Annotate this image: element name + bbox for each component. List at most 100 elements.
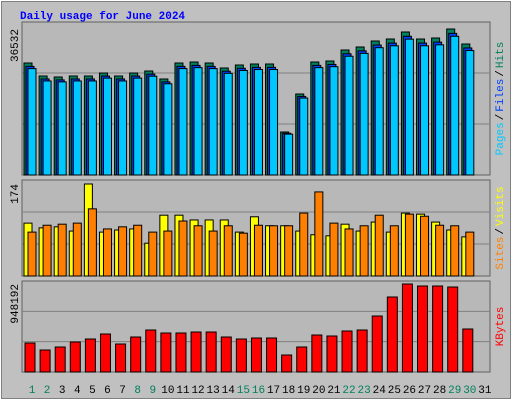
bar [465, 231, 475, 277]
x-tick-label: 6 [104, 385, 111, 397]
bar [284, 133, 294, 176]
x-tick-label: 8 [134, 385, 141, 397]
legend-separator: / [495, 114, 507, 121]
bar [57, 223, 67, 277]
bar [435, 44, 445, 176]
x-tick-label: 17 [267, 385, 280, 397]
bar [435, 224, 445, 277]
bar [27, 231, 37, 277]
bar [178, 220, 188, 277]
bar [269, 225, 279, 277]
legend-entry: Hits [495, 42, 507, 68]
bar [341, 330, 353, 373]
x-tick-label: 27 [418, 385, 431, 397]
bar [462, 328, 474, 373]
bar [420, 45, 430, 176]
bar [193, 225, 203, 277]
legend-entry: Visits [495, 186, 507, 226]
bar [175, 332, 187, 373]
x-tick-label: 31 [478, 385, 492, 397]
x-tick-label: 21 [327, 385, 341, 397]
bar [238, 232, 248, 277]
x-tick-label: 22 [342, 385, 355, 397]
bar [329, 222, 339, 277]
bar [102, 77, 112, 176]
legend-entry: Files [495, 79, 507, 112]
bar [465, 50, 475, 176]
bar [253, 224, 263, 277]
x-tick-label: 15 [237, 385, 250, 397]
chart-title: Daily usage for June 2024 [20, 11, 185, 23]
x-tick-label: 3 [59, 385, 66, 397]
bar [148, 231, 158, 277]
bar [389, 225, 399, 277]
legend: Sites / Visits [495, 186, 507, 269]
bar [57, 81, 67, 176]
legend-entry: KBytes [495, 307, 507, 347]
bar [417, 285, 429, 373]
bar [253, 69, 263, 176]
x-tick-label: 1 [29, 385, 36, 397]
bar [314, 67, 324, 176]
bar [356, 329, 368, 373]
x-tick-label: 9 [149, 385, 156, 397]
bar [145, 329, 157, 373]
legend-separator: / [495, 228, 507, 235]
bar [208, 230, 218, 277]
bar [27, 68, 37, 176]
bar [130, 336, 142, 373]
bar [432, 285, 444, 373]
bar [326, 335, 338, 373]
bar [284, 225, 294, 277]
legend-separator: / [495, 70, 507, 77]
bar [42, 80, 52, 176]
bar [238, 69, 248, 176]
x-tick-label: 29 [448, 385, 461, 397]
x-tick-label: 19 [297, 385, 310, 397]
bar [223, 225, 233, 277]
bar [269, 69, 279, 176]
x-tick-label: 28 [433, 385, 446, 397]
bar [235, 338, 247, 373]
legend: KBytes [495, 307, 507, 347]
legend-entry: Sites [495, 237, 507, 270]
bar [296, 346, 308, 373]
bar [299, 97, 309, 176]
bar [371, 315, 383, 373]
x-tick-label: 30 [463, 385, 476, 397]
bar [404, 38, 414, 176]
x-tick-label: 14 [222, 385, 236, 397]
bar [447, 286, 459, 373]
x-tick-label: 5 [89, 385, 96, 397]
bar [133, 224, 143, 277]
bar [344, 228, 354, 277]
x-tick-label: 26 [403, 385, 416, 397]
x-tick-label: 4 [74, 385, 81, 397]
x-tick-label: 12 [191, 385, 204, 397]
bar [54, 346, 66, 373]
bar [72, 222, 82, 277]
bar [148, 75, 158, 176]
bar [42, 224, 52, 277]
bar [374, 214, 384, 277]
bar [190, 331, 202, 373]
bar [404, 213, 414, 277]
x-tick-label: 23 [358, 385, 371, 397]
bar [299, 212, 309, 277]
bar [281, 354, 293, 373]
bar [208, 68, 218, 176]
legend: Pages/Files/Hits [495, 42, 507, 156]
bar [389, 45, 399, 176]
x-tick-label: 20 [312, 385, 325, 397]
x-tick-label: 16 [252, 385, 265, 397]
bar [220, 336, 232, 373]
bar [374, 47, 384, 176]
bar [102, 228, 112, 277]
bar [87, 208, 97, 277]
bar [39, 349, 51, 373]
bar [450, 35, 460, 176]
bar [359, 52, 369, 176]
bar [178, 68, 188, 176]
